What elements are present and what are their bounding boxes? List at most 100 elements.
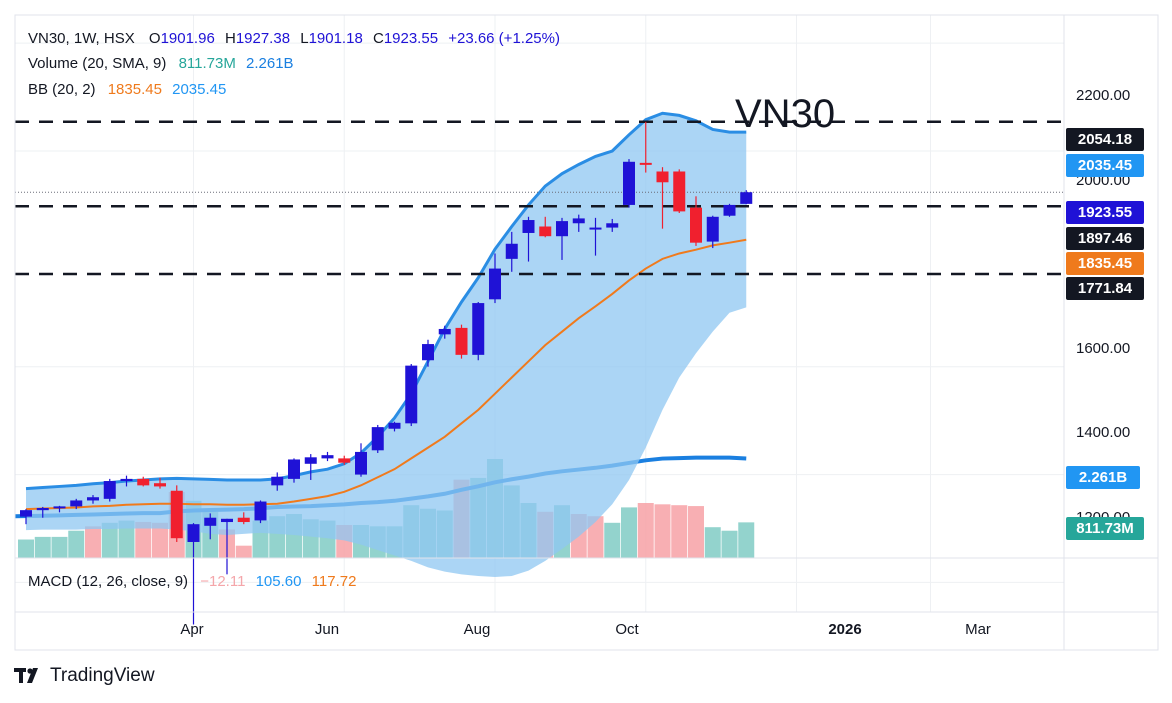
volume-legend-label: Volume (20, SMA, 9) <box>28 55 167 72</box>
bb-upper-value: 2035.45 <box>172 81 227 98</box>
candle-body <box>36 508 49 511</box>
candle-body <box>87 497 99 501</box>
candle-body <box>321 455 334 459</box>
chart-frame <box>14 14 1159 651</box>
candle-body <box>706 216 719 242</box>
candle-body <box>20 510 32 517</box>
high-label: H <box>224 30 236 47</box>
volume-bar <box>118 520 135 558</box>
volume-bar <box>604 522 621 558</box>
candle-body <box>639 162 652 165</box>
candle-body <box>690 207 702 243</box>
candle-body <box>539 226 552 237</box>
volume-bar <box>235 545 252 558</box>
candle-body <box>154 483 166 487</box>
volume-bar <box>101 522 118 558</box>
candle-body <box>388 422 401 429</box>
volume-bar <box>18 539 34 558</box>
volume-bar <box>152 522 168 558</box>
candle-body <box>70 500 83 507</box>
candle-body <box>723 204 736 216</box>
volume-bar <box>721 530 738 558</box>
volume-bar <box>704 527 721 558</box>
candle-body <box>204 517 217 526</box>
candle-body <box>371 427 384 451</box>
bb-legend-label: BB (20, 2) <box>28 81 96 98</box>
candle-body <box>137 478 150 486</box>
candle-body <box>623 161 635 205</box>
volume-bar <box>34 536 51 558</box>
x-axis-label-2026: 2026 <box>828 621 862 638</box>
candle-body <box>170 490 183 539</box>
candle-body <box>522 220 535 233</box>
macd-histogram-value: −12.11 <box>200 573 246 590</box>
candle-body <box>237 517 250 523</box>
candle-body <box>221 518 233 523</box>
y-axis-label: 1400.00 <box>1076 424 1131 441</box>
candle-body <box>271 476 284 486</box>
horizontal-levels <box>15 120 1064 276</box>
candle-body <box>53 506 66 509</box>
outer-frame <box>14 14 1159 651</box>
brand-name: TradingView <box>50 665 155 686</box>
volume-tag: 811.73M <box>1066 517 1144 540</box>
volume-bar <box>68 530 85 558</box>
volume-bar <box>51 536 68 558</box>
macd-line-value: 105.60 <box>255 573 302 590</box>
candle-body <box>589 227 602 230</box>
candle-body <box>556 221 568 237</box>
volume-bar <box>637 503 654 558</box>
level-mid-tag: 1897.46 <box>1066 227 1144 250</box>
candle-body <box>187 524 200 542</box>
grid-lines <box>15 15 1064 612</box>
bb-basis-line <box>25 238 747 511</box>
close-label: C <box>372 30 384 47</box>
vn30-annotation: VN30 <box>735 92 836 136</box>
volume-bar <box>587 516 604 558</box>
close-value: 1923.55 <box>383 30 439 47</box>
candle-body <box>438 328 451 335</box>
symbol-legend: VN30, 1W, HSX O1901.96 H1927.38 L1901.18… <box>28 30 560 47</box>
volume-bar <box>654 504 671 558</box>
candle-body <box>304 457 317 464</box>
level-low-tag: 1771.84 <box>1066 277 1144 300</box>
candle-body <box>489 268 501 300</box>
candle-body <box>455 327 468 355</box>
candle-body <box>103 481 116 499</box>
macd-legend-label: MACD (12, 26, close, 9) <box>28 573 189 590</box>
candle-body <box>338 458 351 463</box>
candle-body <box>740 192 753 204</box>
high-value: 1927.38 <box>235 30 291 47</box>
y-axis-label: 1600.00 <box>1076 340 1131 357</box>
volume-bar <box>621 507 637 558</box>
candle-body <box>472 303 485 355</box>
candle-body <box>355 451 367 475</box>
candle-body <box>572 218 585 224</box>
bb-basis-tag: 1835.45 <box>1066 252 1144 275</box>
level-high-tag: 2054.18 <box>1066 128 1144 151</box>
candle-body <box>422 344 434 361</box>
candle-body <box>120 478 133 482</box>
x-axis-label-aug: Aug <box>463 621 491 638</box>
volume-legend-value: 811.73M <box>178 55 236 72</box>
volume-bar <box>738 522 755 558</box>
tradingview-logo-icon <box>14 668 38 683</box>
volume-bar <box>85 526 101 558</box>
candle-body <box>254 501 267 521</box>
candle-body <box>505 243 518 259</box>
tradingview-logo[interactable]: TradingView <box>14 665 155 687</box>
volume-bar <box>688 506 704 558</box>
x-axis-label-oct: Oct <box>615 621 639 638</box>
low-value: 1901.18 <box>308 30 363 47</box>
bb-basis-value: 1835.45 <box>107 81 162 98</box>
candle-body <box>405 365 418 424</box>
macd-legend: MACD (12, 26, close, 9) −12.11 105.60 11… <box>28 573 356 590</box>
candle-body <box>288 459 300 479</box>
candle-body <box>656 171 669 183</box>
volume-sma-value: 2.261B <box>246 55 294 72</box>
x-axis-label-jun: Jun <box>314 621 340 638</box>
y-axis-label: 2200.00 <box>1076 87 1131 104</box>
candles <box>20 121 753 625</box>
